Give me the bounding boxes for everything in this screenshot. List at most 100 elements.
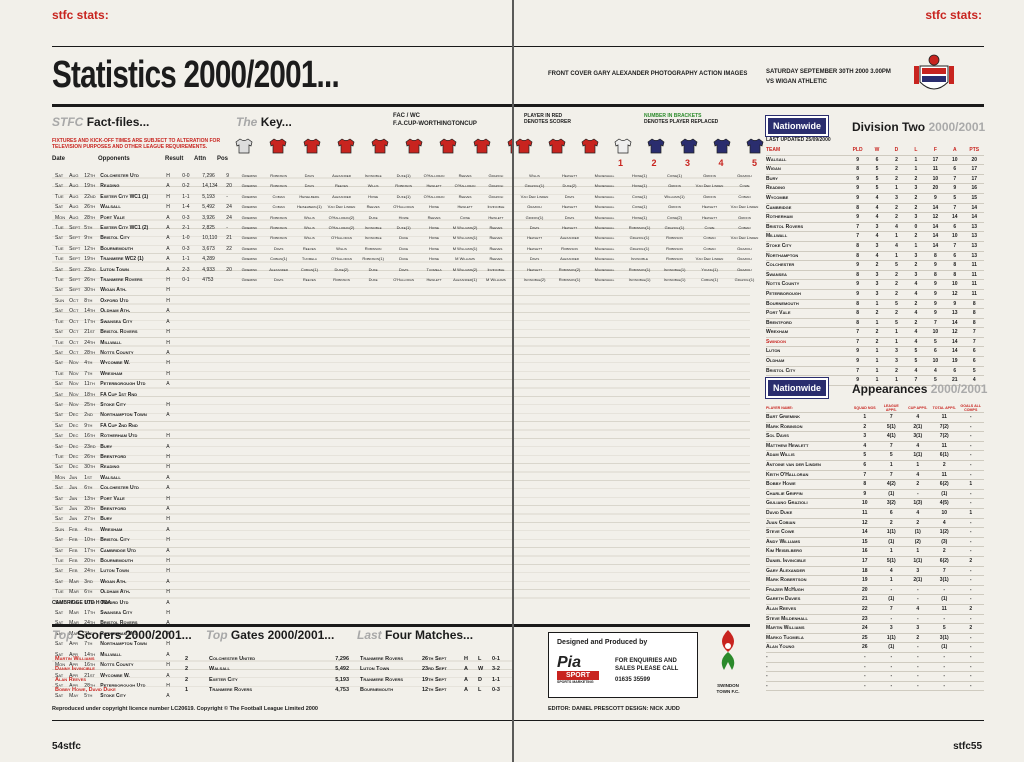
apps-cell: 19 xyxy=(862,577,868,584)
fixture-cell xyxy=(181,547,199,555)
lineup-cell: Hewlett xyxy=(561,225,578,231)
right-title-rule xyxy=(514,104,984,107)
league-cell: 17 xyxy=(932,156,939,163)
apps-cell: 17 xyxy=(862,558,868,564)
lineup-cell: Van Der Linden xyxy=(327,204,356,210)
fixture-cell: 3,926 xyxy=(202,214,215,221)
lineup-cell: Duke(2) xyxy=(334,266,349,272)
bottom-section-rule xyxy=(52,624,512,627)
fixture-cell: 6th xyxy=(84,589,93,596)
fixture-cell: Reading xyxy=(100,183,120,190)
fixture-cell: Exeter City WC1 (1) xyxy=(100,193,149,200)
apps-cell: - xyxy=(863,653,866,660)
fixture-cell: Feb xyxy=(69,568,78,575)
fixture-row: Sat Dec 2nd Northampton Town A xyxy=(54,411,235,419)
lineup-row: Davis Alexander Mildenhall Invincible Robins… xyxy=(518,255,761,263)
apps-cell: 1(1) xyxy=(886,529,896,536)
league-cell: 9 xyxy=(856,194,859,201)
fixture-row: Sat Aug 26th Walsall H 1-4 5,492 24 xyxy=(54,203,235,211)
last-match-cell: W xyxy=(478,666,484,673)
last-match-cell: A xyxy=(464,676,468,683)
league-row: Reading 9 5 1 3 20 9 16 xyxy=(766,184,984,194)
fixture-cell: Oldham Ath. xyxy=(100,308,131,315)
league-cell: 3 xyxy=(875,271,879,278)
fixture-cell: Rotherham Utd xyxy=(100,630,138,637)
apps-cell: 5 xyxy=(942,625,946,632)
fixture-cell: A xyxy=(166,526,170,533)
apps-col-header: LEAGUE APPS. xyxy=(883,404,899,413)
fixture-cell: Sept xyxy=(69,235,81,242)
lineup-cell: Robinson xyxy=(561,245,578,251)
league-cell: 14 xyxy=(952,319,958,326)
fixture-cell: Wigan Ath. xyxy=(100,578,127,585)
league-cell: 3 xyxy=(895,348,898,355)
fixture-row: Tue Dec 26th Brentford H xyxy=(54,453,235,461)
fixture-row: Sat Apr 7th Northampton Town H xyxy=(54,640,235,648)
fixture-cell: A xyxy=(166,308,170,315)
fixture-cell: 23rd xyxy=(84,266,96,273)
apps-row: Juan Cobian 12 2 2 4 - xyxy=(766,518,984,528)
league-cell: 4 xyxy=(895,242,898,249)
shirt-icon xyxy=(370,138,390,154)
shirt-icon xyxy=(745,138,765,154)
fixture-row: Sat Feb 24th Luton Town H xyxy=(54,567,235,575)
apps-cell: - xyxy=(916,586,919,593)
lineup-cell: Reeves xyxy=(458,193,472,199)
league-cell: 3 xyxy=(895,358,898,365)
shirt-icon xyxy=(580,138,600,154)
lineup-cell: Robinson xyxy=(270,235,288,241)
last-match-cell: Bournemouth xyxy=(360,687,394,694)
apps-row: Mark Robertson 19 1 2(1) 3(1) - xyxy=(766,576,984,586)
league-cell: 8 xyxy=(856,242,859,249)
league-cell: 2 xyxy=(895,156,898,163)
apps-cell: Frazer McHugh xyxy=(766,586,804,593)
fixture-cell: Stoke City xyxy=(100,401,126,408)
fixture-cell: Mar xyxy=(69,630,79,637)
league-cell: 10 xyxy=(952,156,958,163)
league-row: Wycombe 9 4 3 2 9 5 15 xyxy=(766,193,984,204)
league-cell: Swindon xyxy=(766,338,786,345)
fixture-cell xyxy=(225,349,235,357)
league-cell: 4 xyxy=(875,194,879,201)
apps-cell: Martin Williams xyxy=(766,625,805,632)
appearances-table: PLAYER NAME: SQUAD NOS LEAGUE APPS. CUP APP… xyxy=(766,404,984,691)
apps-cell: 10 xyxy=(941,510,948,517)
apps-cell: 2 xyxy=(916,481,920,488)
scorer-goals: 2 xyxy=(185,656,189,662)
fixture-cell: Sat xyxy=(55,578,64,585)
fixture-cell: Sept xyxy=(69,225,81,232)
fixture-cell xyxy=(181,286,199,294)
lineup-cell: Griemink xyxy=(241,214,258,220)
lineup-cell: Invincible(2) xyxy=(523,277,546,283)
fixture-cell: 28th xyxy=(84,214,96,221)
fixture-cell xyxy=(225,411,235,419)
league-cell: 1 xyxy=(875,358,879,365)
fixture-cell: 16th xyxy=(84,433,96,440)
fixture-row: Sat Mar 17th Swansea City H xyxy=(54,609,235,617)
apps-cell: - xyxy=(916,653,919,660)
league-cell: 1 xyxy=(914,156,918,163)
apps-cell: 5 xyxy=(863,452,867,459)
fixture-row: Sat Jan 27th Bury H xyxy=(54,515,235,523)
fixture-cell xyxy=(201,359,223,367)
apps-cell: - xyxy=(969,644,972,651)
fixture-cell: H xyxy=(166,370,170,377)
fixture-cell: Sat xyxy=(55,381,64,388)
apps-header: PLAYER NAME: SQUAD NOS LEAGUE APPS. CUP APP… xyxy=(766,404,984,413)
fixture-cell: Sat xyxy=(55,204,64,211)
nationwide-logo-2: Nationwide xyxy=(764,377,830,399)
fixture-cell xyxy=(201,599,223,607)
league-cell: 2 xyxy=(895,281,898,288)
fixture-cell: 5,492 xyxy=(202,204,215,211)
fixture-cell: Sat xyxy=(55,485,64,492)
right-page-number: stfc55 xyxy=(953,741,982,752)
lineup-cell: Griffin xyxy=(703,173,716,178)
fixture-cell: 26th xyxy=(84,277,96,284)
league-cell: 7 xyxy=(856,233,859,240)
apps-cell: 24 xyxy=(862,625,868,632)
apps-cell: Adam Willis xyxy=(766,452,795,459)
league-cell: 8 xyxy=(856,271,859,278)
lineup-cell: Davis xyxy=(304,173,315,178)
fixture-row: Sat Dec 30th Reading H xyxy=(54,463,235,471)
league-cell: 9 xyxy=(856,175,859,182)
